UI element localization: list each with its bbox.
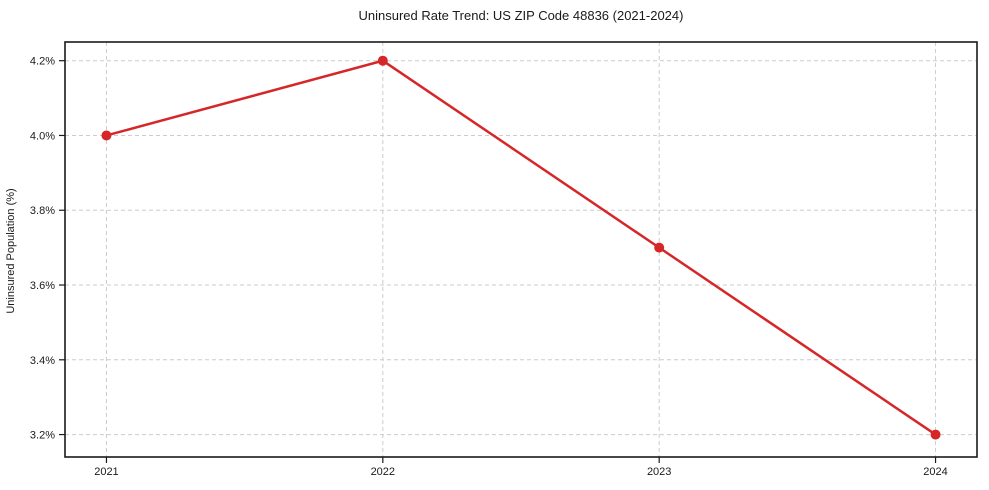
x-tick-label: 2023 (647, 466, 671, 478)
y-axis-label: Uninsured Population (%) (5, 188, 17, 313)
y-tick-label: 4.0% (30, 130, 55, 142)
x-tick-label: 2022 (371, 466, 395, 478)
y-tick-label: 3.4% (30, 355, 55, 367)
plot-border (64, 41, 978, 458)
data-point (101, 130, 112, 141)
y-tick-label: 3.6% (30, 280, 55, 292)
data-point (654, 242, 665, 253)
x-tick-label: 2024 (923, 466, 947, 478)
data-point (377, 55, 388, 66)
data-point (930, 429, 941, 440)
plot-area: 3.2% 3.4% 3.6% 3.8% 4.0% 4.2% 2021 2022 2023 2024 (30, 41, 978, 478)
chart-title: Uninsured Rate Trend: US ZIP Code 48836 … (359, 8, 684, 23)
y-tick-label: 3.8% (30, 205, 55, 217)
y-tick-label: 4.2% (30, 56, 55, 68)
y-tick-label: 3.2% (30, 430, 55, 442)
x-tick-label: 2021 (94, 466, 118, 478)
trend-line (105, 59, 937, 436)
